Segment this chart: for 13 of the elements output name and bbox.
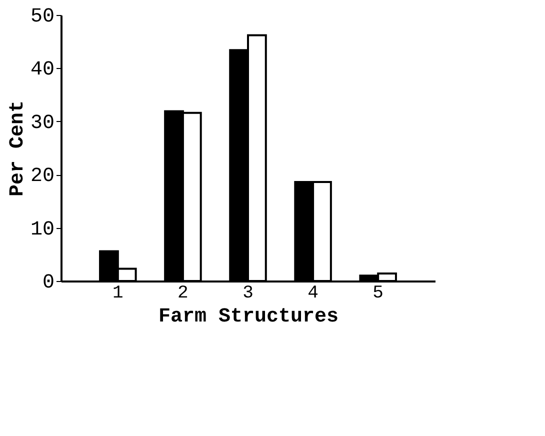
- x-tick-label: 3: [242, 284, 254, 304]
- x-tick-label: 1: [112, 284, 124, 304]
- y-tick-label: 20: [30, 165, 54, 188]
- y-tick-label: 50: [30, 6, 54, 28]
- y-axis-title: Per Cent: [6, 100, 30, 197]
- y-tick-label: 30: [30, 112, 54, 135]
- y-tick-label: 40: [30, 58, 54, 82]
- y-tick-label: 0: [42, 272, 54, 294]
- x-tick-label: 4: [308, 284, 318, 304]
- x-axis-title: Farm Structures: [158, 306, 339, 328]
- y-tick-label: 10: [30, 218, 54, 242]
- x-tick-label: 5: [372, 284, 384, 304]
- x-tick-label: 2: [178, 284, 188, 304]
